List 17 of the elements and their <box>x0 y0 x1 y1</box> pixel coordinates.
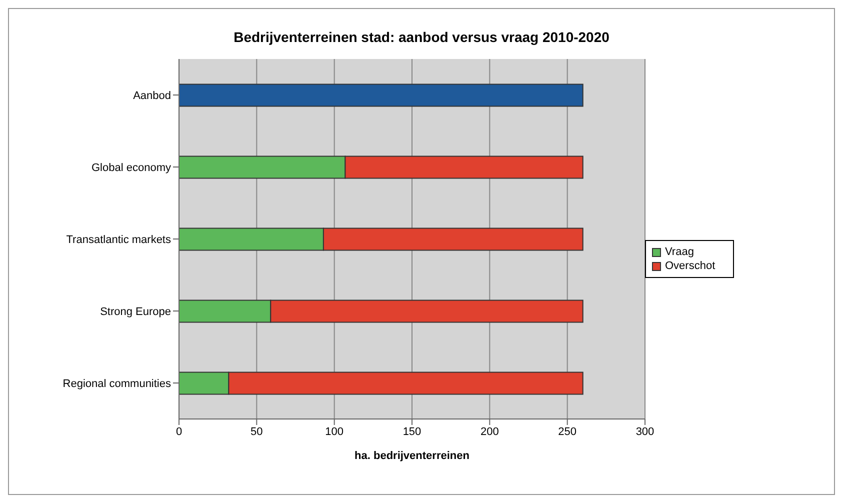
x-tick-label: 300 <box>636 426 654 438</box>
x-tick-label: 250 <box>558 426 577 438</box>
y-tick-label: Global economy <box>92 162 172 174</box>
x-axis-title: ha. bedrijventerreinen <box>354 450 470 462</box>
y-tick-label: Transatlantic markets <box>66 234 172 246</box>
y-tick-label: Strong Europe <box>100 306 171 318</box>
x-tick-label: 100 <box>325 426 344 438</box>
x-tick-label: 50 <box>250 426 263 438</box>
y-tick-label: Regional communities <box>62 378 172 390</box>
y-tick-label: Aanbod <box>133 90 171 102</box>
legend-label: Vraag <box>665 246 694 258</box>
x-tick-label: 0 <box>176 426 182 438</box>
x-tick-label: 200 <box>480 426 499 438</box>
x-tick-label: 150 <box>402 426 422 438</box>
bar <box>179 84 584 107</box>
legend-label: Overschot <box>665 260 716 272</box>
chart-title: Bedrijventerreinen stad: aanbod versus vraag 2010-2020 <box>232 28 610 47</box>
